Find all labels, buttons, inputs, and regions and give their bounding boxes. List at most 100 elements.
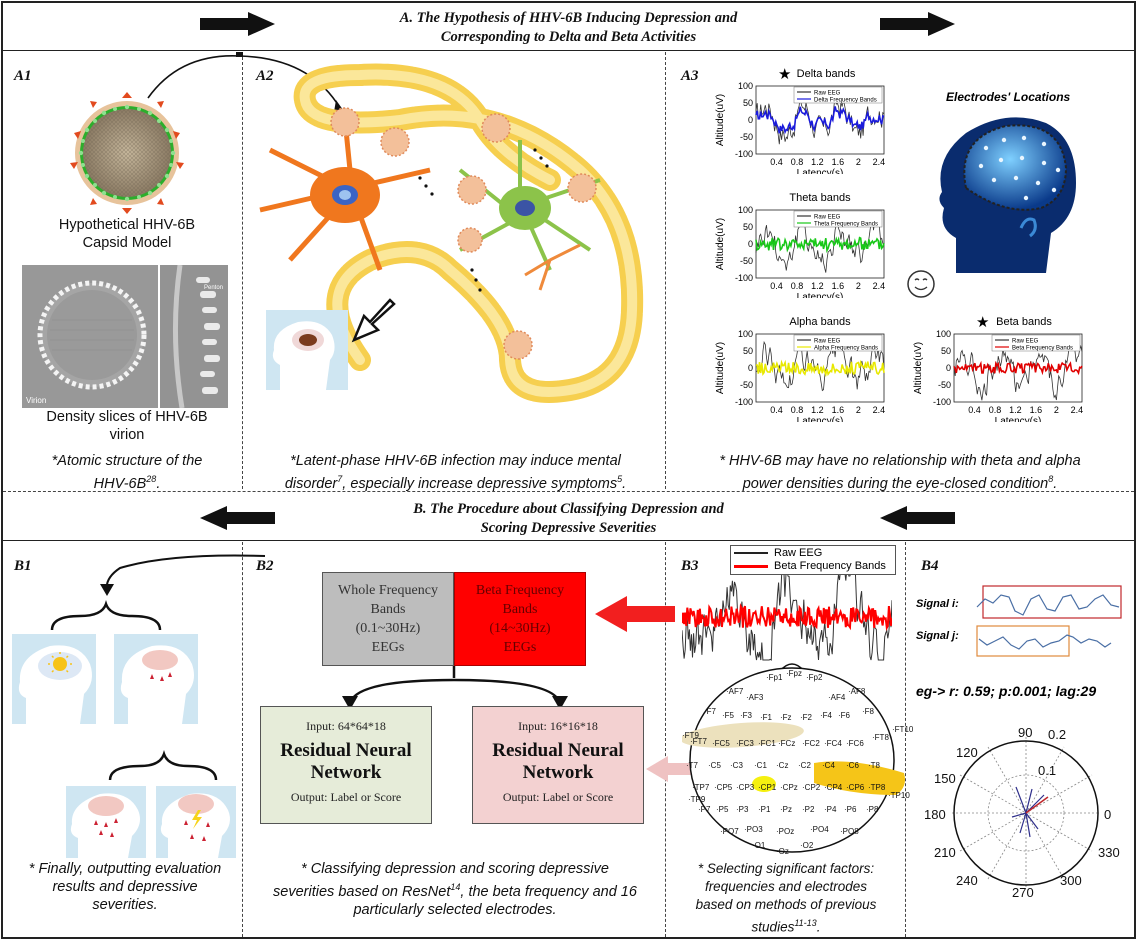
b2-note: * Classifying depression and scoring dep… [250,860,660,919]
electrode-cp5: ·CP5 [714,783,733,792]
electrode-p3: ·P3 [736,805,749,814]
band-eeg-line [953,360,1083,376]
neuron-illustration [259,63,644,403]
polar-angle-240: 240 [956,873,978,888]
a2-note-text-b: , especially increase depressive symptom… [342,475,618,492]
b3-legend-raw-label: Raw EEG [774,547,823,559]
electrode-fp1: ·Fp1 [766,673,783,682]
electrode-fc4: ·FC4 [824,739,842,748]
electrode-po8: ·PO8 [840,827,859,836]
electrode-p7: ·P7 [698,805,711,814]
separator-b2-b3 [665,542,666,937]
electrode-tp7: ·TP7 [692,783,710,792]
a3-note: * HHV-6B may have no relationship with t… [670,452,1130,493]
electrode-oz: ·Oz [776,847,789,856]
whole-box-line1: Whole Frequency [338,583,438,598]
b3-note-end: . [816,919,821,935]
a1-note: *Atomic structure of the HHV-6B28. [22,452,232,493]
capsid-caption: Hypothetical HHV-6B Capsid Model [22,216,232,252]
whole-frequency-box: Whole Frequency Bands (0.1~30Hz) EEGs [322,572,454,666]
electrodes-title: Electrodes' Locations [946,90,1071,104]
electrode-p4: ·P4 [824,805,837,814]
y-tick-label: 100 [738,205,753,215]
pink-arrow-to-resnet [646,756,704,782]
electrode-map: ·Fp1 ·Fpz ·Fp2 ·AF7 ·AF3 ·AF4 ·AF8 ·F7 ·F5 ·F3 ·F1… [682,655,913,856]
x-tick-label: 1.6 [832,281,845,291]
electrode-c4: ·C4 [822,761,835,770]
b1-note-line1: * Finally, outputting evaluation [28,861,222,877]
virion-caption-line2: virion [109,427,145,443]
x-tick-label: 0.4 [770,405,783,415]
eeg-plot-title: Beta bands [996,316,1052,328]
y-tick-label: -50 [740,256,753,266]
electrode-f2: ·F2 [800,713,812,722]
b1-note: * Finally, outputting evaluation results… [12,860,238,914]
polar-angle-150: 150 [934,771,956,786]
eeg-plot-svg: Delta bands ★ 100 50 0 -50 -100 0.4 0.8 1.2 1.6 2 2.… [715,66,886,179]
electrode-fc1: ·FC1 [758,739,776,748]
electrode-c1: ·C1 [754,761,767,770]
resnet-right-output: Output: Label or Score [502,790,614,804]
electrode-fc6: ·FC6 [846,739,864,748]
x-tick-label: 1.2 [811,281,824,291]
split-arrows [342,666,568,710]
x-tick-label: 1.2 [811,157,824,167]
electrode-t7: ·T7 [686,761,698,770]
resnet-left-title2: Network [310,762,382,783]
electrode-o1: ·O1 [752,841,766,850]
x-tick-label: 2.4 [873,157,886,167]
density-slice-left-image: Virion [22,265,158,408]
electrode-p1: ·P1 [758,805,771,814]
raw-eeg-line [953,340,1083,401]
electrode-af4: ·AF4 [828,693,846,702]
electrode-af8: ·AF8 [848,687,866,696]
a2-note-ref1: 7 [337,474,343,484]
electrode-ft7: ·FT7 [690,737,707,746]
electrode-fp2: ·Fp2 [806,673,823,682]
section-b-title-line2: Scoring Depressive Severities [480,520,657,536]
electrode-f5: ·F5 [722,711,734,720]
y-tick-label: 50 [743,346,753,356]
electrode-o2: ·O2 [800,841,814,850]
electrode-c6: ·C6 [846,761,859,770]
b2-note-ref: 14 [450,882,461,892]
y-tick-label: 50 [941,346,951,356]
legend-label: Raw EEG [814,215,841,221]
electrode-f6: ·F6 [838,711,850,720]
signal-traces [976,585,1122,657]
beta-box-line1: Beta Frequency [475,583,565,598]
y-tick-label: 50 [743,98,753,108]
eeg-plot-title: Alpha bands [789,316,851,328]
capsid-caption-line1: Hypothetical HHV-6B [58,217,196,233]
electrode-f3: ·F3 [740,711,752,720]
b3-legend-beta-label: Beta Frequency Bands [774,560,886,572]
smiley-icon [907,270,935,298]
eeg-plot-svg: Beta bands ★ 100 50 0 -50 -100 0.4 0.8 1.2 1.6 2 2.4… [913,314,1083,427]
legend-label: Raw EEG [1012,339,1039,345]
resnet-right-title1: Residual Neural [492,740,624,761]
b3-legend-beta: Beta Frequency Bands [734,560,892,573]
b3-note-ref: 11-13 [794,918,817,928]
band-eeg-line [755,359,885,378]
section-a-title-line1: A. The Hypothesis of HHV-6B Inducing Dep… [399,10,738,26]
band-eeg-line [755,106,885,135]
panel-label-b4: B4 [921,558,939,574]
legend-label: Raw EEG [814,339,841,345]
polar-radius-0-1: 0.1 [1038,763,1056,778]
y-tick-label: -100 [933,397,951,407]
resnet-right-box: Input: 16*16*18 Residual Neural Network … [472,706,644,824]
b1-note-line2: results and depressive [52,879,198,895]
virion-caption: Density slices of HHV-6B virion [22,408,232,444]
signal-i-label: Signal i: [916,598,959,610]
a3-note-line2: power densities during the eye-closed co… [670,470,1130,493]
legend-label: Theta Frequency Bands [814,222,878,228]
x-tick-label: 2 [1054,405,1059,415]
section-b-underline [3,540,1134,541]
whole-box-line2: Bands [370,602,406,617]
y-tick-label: 100 [936,329,951,339]
x-axis-label: Latency(s) [797,168,844,174]
electrode-cp2: ·CP2 [802,783,821,792]
electrode-c5: ·C5 [708,761,721,770]
y-tick-label: 0 [748,363,753,373]
x-tick-label: 0.8 [791,405,804,415]
